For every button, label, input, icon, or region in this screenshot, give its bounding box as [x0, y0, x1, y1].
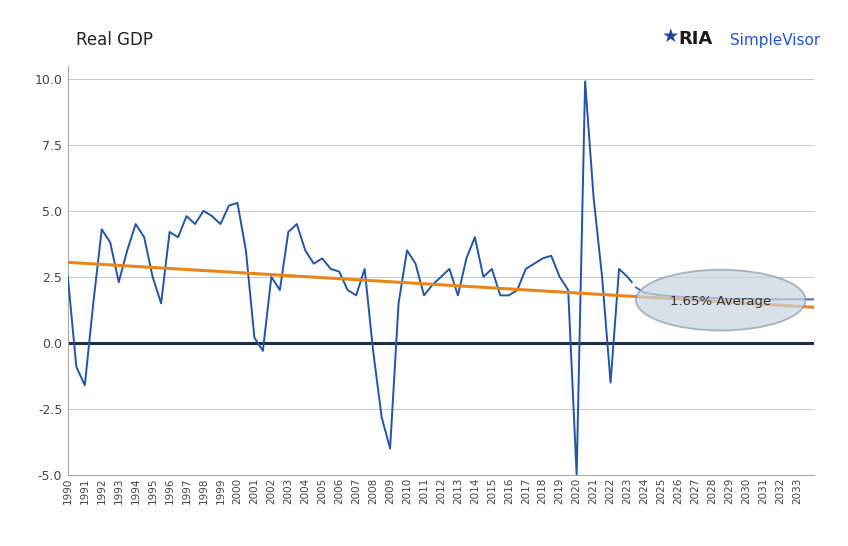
Text: Real GDP: Real GDP	[76, 31, 153, 49]
Text: RIA: RIA	[678, 29, 712, 48]
Text: SimpleVisor: SimpleVisor	[725, 33, 820, 48]
Ellipse shape	[636, 270, 806, 330]
Text: 1.65% Average: 1.65% Average	[670, 295, 772, 308]
Text: ★: ★	[661, 27, 679, 46]
